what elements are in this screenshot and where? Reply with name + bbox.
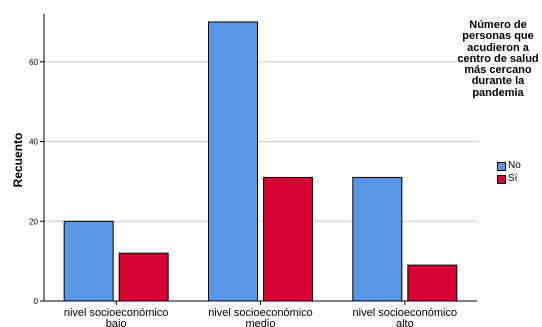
- legend-entry-si: Sí: [497, 173, 517, 185]
- bar-no-2: [352, 176, 403, 302]
- bar-no-0: [63, 220, 114, 302]
- bar-si-2: [407, 264, 458, 302]
- legend-swatch-no: [497, 161, 506, 171]
- legend-label-no: No: [508, 160, 521, 171]
- gridlines: [44, 61, 477, 222]
- y-tick-label: 0: [34, 297, 39, 306]
- x-tick-label: nivel socioeconómico: [64, 307, 169, 319]
- x-tick-label: medio: [246, 318, 276, 327]
- legend-entry-no: No: [497, 160, 521, 172]
- y-axis-label: Recuento: [11, 133, 25, 188]
- legend-swatch-si: [497, 174, 506, 184]
- y-tick-label: 40: [29, 138, 38, 147]
- y-tick-label: 20: [29, 217, 38, 226]
- bar-si-1: [263, 176, 313, 302]
- x-tick-label: nivel socioeconómico: [208, 307, 313, 319]
- axes: [40, 14, 477, 305]
- bar-no-1: [208, 21, 258, 302]
- legend-title: Número de personas que acudieron a centr…: [457, 19, 539, 99]
- x-tick-label: bajo: [106, 318, 127, 327]
- y-tick-labels: 0 20 40 60: [29, 58, 38, 306]
- legend-label-si: Sí: [508, 173, 518, 184]
- y-tick-label: 60: [29, 58, 38, 67]
- bar-si-0: [118, 252, 169, 302]
- x-tick-label: alto: [396, 318, 414, 327]
- bars: [63, 21, 458, 302]
- x-tick-label: nivel socioeconómico: [353, 307, 458, 319]
